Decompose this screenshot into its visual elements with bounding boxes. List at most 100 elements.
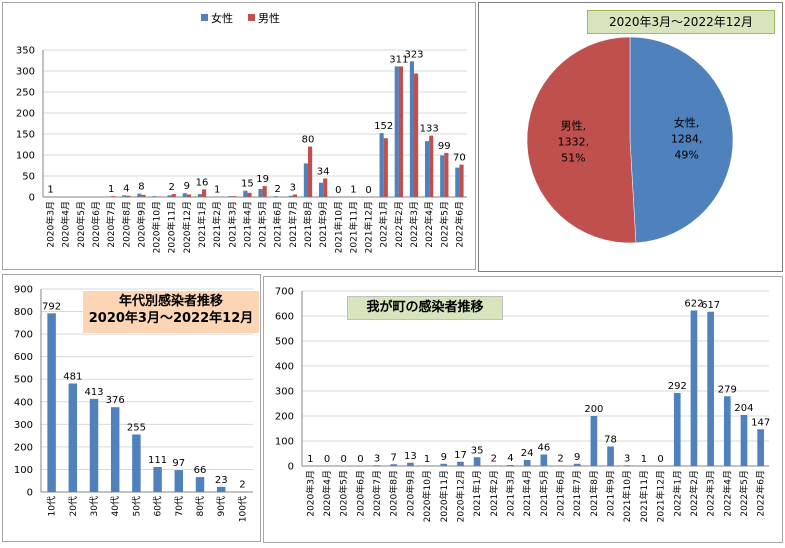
x-tick-label: 2020年10月 <box>151 201 163 253</box>
data-label: 1 <box>108 184 114 195</box>
data-label: 255 <box>127 422 146 433</box>
x-tick-label: 2020年6月 <box>90 201 102 248</box>
x-tick-label: 100代 <box>237 496 248 522</box>
y-tick-label: 100 <box>14 465 33 476</box>
x-tick-label: 2022年2月 <box>393 201 405 248</box>
bar <box>111 196 115 197</box>
data-label: 17 <box>454 450 467 461</box>
data-label: 2 <box>239 480 245 491</box>
data-label: 1 <box>47 185 53 196</box>
age-chart-title-line1: 年代別感染者推移 <box>83 293 259 310</box>
bar <box>459 165 463 197</box>
y-tick-label: 50 <box>22 172 35 183</box>
x-tick-label: 2022年3月 <box>408 201 420 248</box>
x-tick-label: 2022年5月 <box>438 201 450 248</box>
data-label: 3 <box>374 453 380 464</box>
x-tick-label: 2021年6月 <box>555 470 567 517</box>
bar <box>429 136 433 197</box>
x-tick-label: 10代 <box>47 496 58 516</box>
bar <box>741 415 748 466</box>
bar <box>757 429 764 466</box>
bar <box>111 407 119 492</box>
x-tick-label: 2021年5月 <box>538 470 550 517</box>
x-tick-label: 2021年4月 <box>241 201 253 248</box>
legend-label: 男性 <box>258 11 280 25</box>
y-tick-label: 250 <box>16 88 35 99</box>
y-tick-label: 700 <box>14 330 33 341</box>
x-tick-label: 2020年7月 <box>371 470 383 517</box>
bar <box>624 465 631 466</box>
x-tick-label: 2022年1月 <box>671 470 683 517</box>
bar <box>407 463 414 466</box>
bar <box>541 455 548 467</box>
bar <box>374 465 381 466</box>
y-tick-label: 0 <box>27 488 33 499</box>
x-tick-label: 2021年4月 <box>521 470 533 517</box>
age-chart-title-line2: 2020年3月～2022年12月 <box>83 310 259 327</box>
data-label: 13 <box>404 451 417 462</box>
data-label: 292 <box>668 381 687 392</box>
y-tick-label: 100 <box>275 437 294 448</box>
x-tick-label: 2020年3月 <box>45 201 57 248</box>
data-label: 323 <box>404 49 423 60</box>
bar <box>183 193 187 197</box>
bar <box>247 193 251 197</box>
x-tick-label: 2020年8月 <box>388 470 400 517</box>
bar <box>474 457 481 466</box>
data-label: 204 <box>734 403 753 414</box>
x-tick-label: 2020年12月 <box>181 201 193 253</box>
x-tick-label: 2020年7月 <box>105 201 117 248</box>
bar <box>390 464 397 466</box>
x-tick-label: 2021年11月 <box>638 470 650 522</box>
x-tick-label: 2020年9月 <box>135 201 147 248</box>
y-tick-label: 500 <box>275 337 294 348</box>
data-label: 34 <box>317 167 330 178</box>
x-tick-label: 70代 <box>174 496 185 516</box>
bar <box>228 196 232 197</box>
y-tick-label: 200 <box>16 109 35 120</box>
data-label: 97 <box>172 458 185 469</box>
x-tick-label: 2021年2月 <box>211 201 223 248</box>
x-tick-label: 2020年12月 <box>454 470 466 522</box>
data-label: 0 <box>365 185 371 196</box>
y-tick-label: 350 <box>16 46 35 57</box>
data-label: 3 <box>290 182 296 193</box>
bar <box>217 487 225 492</box>
y-tick-label: 600 <box>275 312 294 323</box>
data-label: 70 <box>453 153 466 164</box>
bar <box>153 467 161 492</box>
bar <box>444 153 448 197</box>
bar <box>243 191 247 197</box>
x-tick-label: 2021年6月 <box>272 201 284 248</box>
y-tick-label: 200 <box>14 442 33 453</box>
y-tick-label: 600 <box>14 352 33 363</box>
legend-swatch <box>248 14 255 21</box>
bar <box>126 196 130 197</box>
bar <box>440 155 444 197</box>
data-label: 617 <box>701 300 720 311</box>
x-tick-label: 2021年7月 <box>287 201 299 248</box>
data-label: 2 <box>275 184 281 195</box>
bar <box>232 196 236 197</box>
data-label: 35 <box>471 445 484 456</box>
data-label: 4 <box>507 453 513 464</box>
bar <box>607 447 614 467</box>
x-tick-label: 2021年10月 <box>332 201 344 253</box>
bar <box>323 179 327 197</box>
bar <box>455 168 459 197</box>
bar <box>141 195 145 197</box>
x-tick-label: 2021年9月 <box>317 201 329 248</box>
x-tick-label: 2020年4月 <box>60 201 72 248</box>
bar <box>187 194 191 197</box>
x-tick-label: 2022年1月 <box>378 201 390 248</box>
bar <box>90 399 98 492</box>
x-tick-label: 2021年10月 <box>621 470 633 522</box>
bar <box>319 183 323 197</box>
y-tick-label: 400 <box>275 362 294 373</box>
x-tick-label: 2022年5月 <box>738 470 750 517</box>
x-tick-label: 2020年8月 <box>120 201 132 248</box>
x-tick-label: 90代 <box>216 496 227 516</box>
